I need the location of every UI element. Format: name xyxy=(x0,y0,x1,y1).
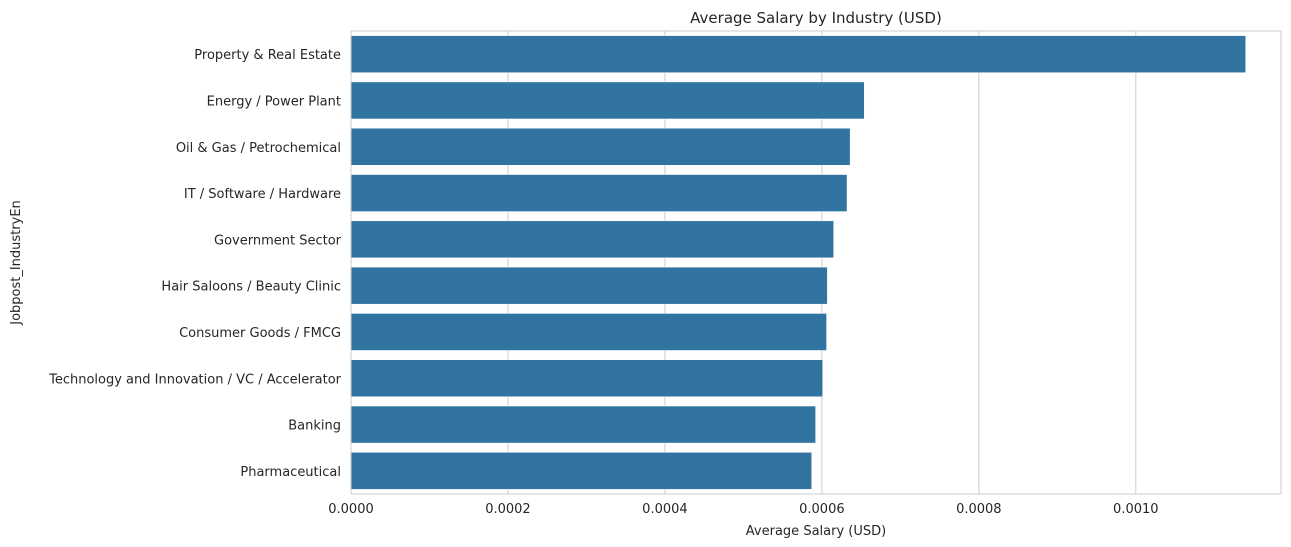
x-tick-label: 0.0002 xyxy=(485,502,531,517)
x-tick-label: 0.0000 xyxy=(328,502,374,517)
bar xyxy=(350,266,828,305)
chart-title: Average Salary by Industry (USD) xyxy=(690,9,942,27)
bar xyxy=(350,313,827,351)
category-label: Banking xyxy=(288,419,341,434)
category-label: Property & Real Estate xyxy=(194,48,341,63)
category-label: Oil & Gas / Petrochemical xyxy=(176,141,341,156)
category-label: Pharmaceutical xyxy=(240,465,341,480)
x-tick-labels: 0.0000 0.0002 0.0004 0.0006 0.0008 0.0010 xyxy=(328,502,1158,517)
x-tick-label: 0.0010 xyxy=(1113,502,1159,517)
bar xyxy=(350,405,816,444)
category-label: Hair Saloons / Beauty Clinic xyxy=(161,280,341,295)
bar xyxy=(350,174,848,212)
y-axis-label: Jobpost_IndustryEn xyxy=(9,200,24,326)
bars xyxy=(350,35,1246,490)
category-label: Consumer Goods / FMCG xyxy=(179,326,341,341)
category-labels: Property & Real Estate Energy / Power Pla… xyxy=(48,48,342,480)
category-label: Government Sector xyxy=(214,233,342,248)
bar xyxy=(350,452,812,490)
bar xyxy=(350,127,851,166)
bar xyxy=(350,359,823,398)
plot-frame xyxy=(350,30,1282,495)
bar xyxy=(350,220,834,259)
x-tick-label: 0.0006 xyxy=(799,502,845,517)
x-tick-label: 0.0004 xyxy=(642,502,688,517)
category-label: IT / Software / Hardware xyxy=(184,187,341,202)
category-label: Technology and Innovation / VC / Acceler… xyxy=(48,372,342,387)
bar xyxy=(350,81,865,120)
bar xyxy=(350,35,1246,73)
x-axis-label: Average Salary (USD) xyxy=(746,524,886,539)
x-tick-label: 0.0008 xyxy=(956,502,1002,517)
category-label: Energy / Power Plant xyxy=(207,94,341,109)
